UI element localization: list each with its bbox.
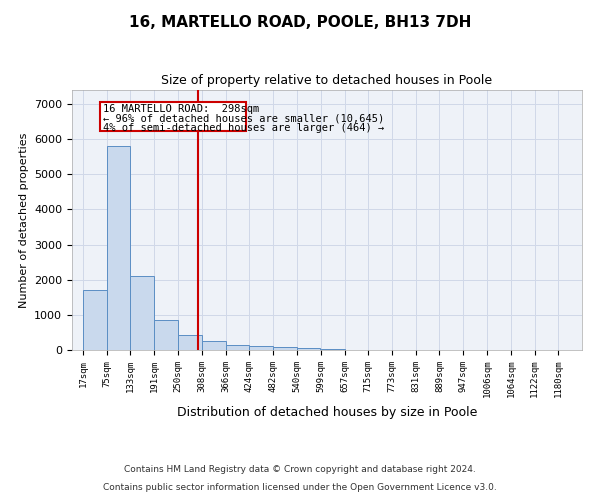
Text: 4% of semi-detached houses are larger (464) →: 4% of semi-detached houses are larger (4… xyxy=(103,123,385,133)
Bar xyxy=(321,349,344,350)
Bar xyxy=(250,346,273,350)
X-axis label: Distribution of detached houses by size in Poole: Distribution of detached houses by size … xyxy=(177,406,477,418)
Title: Size of property relative to detached houses in Poole: Size of property relative to detached ho… xyxy=(161,74,493,88)
Bar xyxy=(202,341,226,350)
Bar xyxy=(273,348,297,350)
Text: ← 96% of detached houses are smaller (10,645): ← 96% of detached houses are smaller (10… xyxy=(103,114,385,124)
Bar xyxy=(297,348,320,350)
Bar xyxy=(154,320,178,350)
Text: 16 MARTELLO ROAD:  298sqm: 16 MARTELLO ROAD: 298sqm xyxy=(103,104,259,114)
Bar xyxy=(178,335,202,350)
Bar xyxy=(107,146,130,350)
Bar xyxy=(130,276,154,350)
Y-axis label: Number of detached properties: Number of detached properties xyxy=(19,132,29,308)
Bar xyxy=(83,290,107,350)
Text: Contains public sector information licensed under the Open Government Licence v3: Contains public sector information licen… xyxy=(103,482,497,492)
Bar xyxy=(226,344,250,350)
Text: Contains HM Land Registry data © Crown copyright and database right 2024.: Contains HM Land Registry data © Crown c… xyxy=(124,465,476,474)
Text: 16, MARTELLO ROAD, POOLE, BH13 7DH: 16, MARTELLO ROAD, POOLE, BH13 7DH xyxy=(129,15,471,30)
FancyBboxPatch shape xyxy=(100,102,245,131)
